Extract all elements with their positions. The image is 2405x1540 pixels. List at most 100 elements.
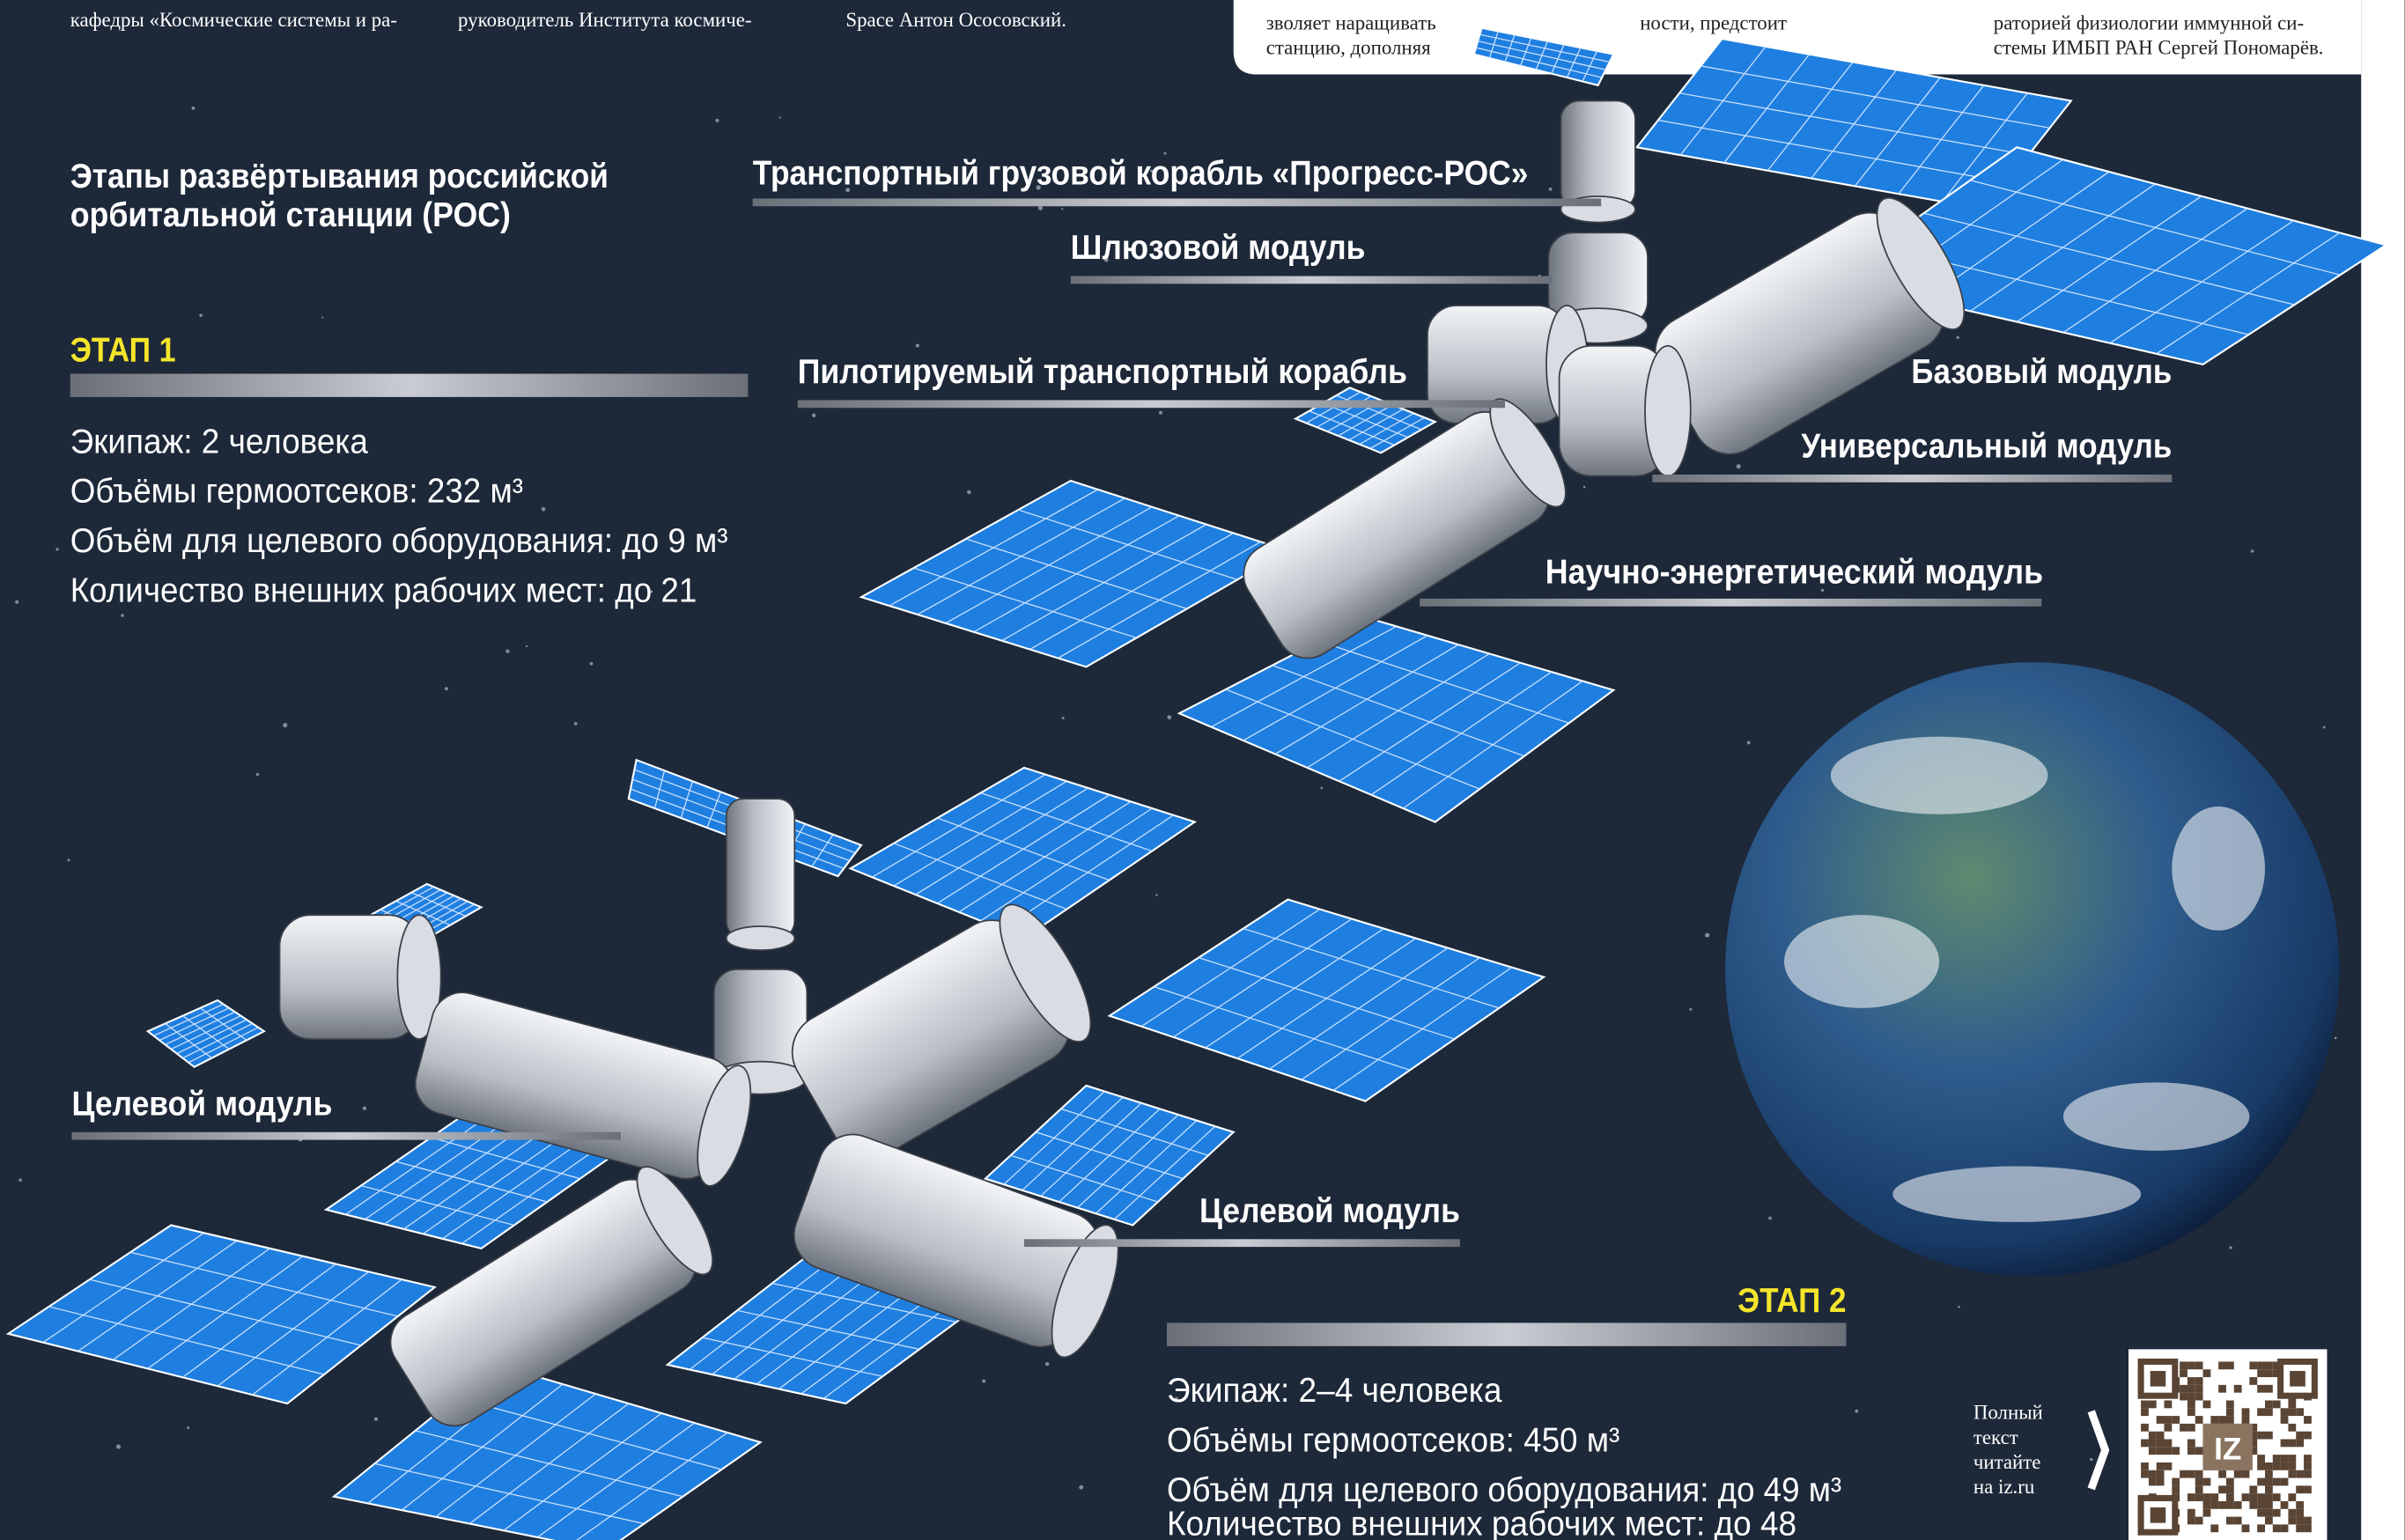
- qr-cell: [2157, 1447, 2165, 1455]
- qr-cell: [2281, 1501, 2289, 1509]
- qr-cell: [2187, 1509, 2195, 1517]
- module-label: Транспортный грузовой корабль «Прогресс-…: [753, 155, 1529, 193]
- header-fragment: Space Антон Ососовский.: [845, 9, 1066, 31]
- qr-finder: [2290, 1371, 2305, 1387]
- qr-cell: [2257, 1408, 2265, 1416]
- module-body: [1560, 100, 1635, 209]
- stage-heading: ЭТАП 2: [1737, 1282, 1846, 1320]
- qr-cell: [2149, 1447, 2157, 1455]
- header-fragment: кафедры «Космические системы и ра-: [70, 9, 397, 31]
- module: [280, 915, 441, 1039]
- qr-cell: [2226, 1501, 2234, 1509]
- qr-cell: [2281, 1408, 2289, 1416]
- qr-cell: [2242, 1524, 2250, 1532]
- qr-cell: [2257, 1478, 2265, 1486]
- qr-cell: [2172, 1478, 2180, 1486]
- qr-cell: [2141, 1400, 2149, 1408]
- qr-cell: [2218, 1416, 2226, 1424]
- qr-cell: [2273, 1455, 2281, 1463]
- qr-cell: [2249, 1493, 2257, 1501]
- qr-cell: [2180, 1369, 2187, 1377]
- qr-cell: [2195, 1517, 2203, 1525]
- label-bar: [1071, 276, 1552, 284]
- qr-cell: [2187, 1470, 2195, 1478]
- star: [15, 601, 18, 604]
- qr-cell: [2226, 1493, 2234, 1501]
- qr-cell: [2265, 1408, 2273, 1416]
- module-label: Целевой модуль: [71, 1085, 332, 1123]
- qr-cell: [2296, 1470, 2304, 1478]
- qr-cell: [2226, 1478, 2234, 1486]
- qr-cell: [2203, 1493, 2211, 1501]
- qr-cell: [2187, 1408, 2195, 1416]
- qr-cell: [2187, 1377, 2195, 1385]
- module-label: Пилотируемый транспортный корабль: [798, 353, 1407, 391]
- qr-cell: [2195, 1493, 2203, 1501]
- qr-cell: [2165, 1416, 2173, 1424]
- qr-cell: [2281, 1455, 2289, 1463]
- page: {"header_fragments": {"col1": "кафедры «…: [0, 0, 2405, 1540]
- star: [1079, 1485, 1083, 1490]
- qr-cell: [2273, 1400, 2281, 1408]
- label-bar: [1420, 599, 2041, 607]
- qr-cell: [2187, 1393, 2195, 1401]
- qr-cell: [2141, 1463, 2149, 1470]
- module-end: [1645, 346, 1691, 476]
- qr-cell: [2187, 1361, 2195, 1369]
- qr-cell: [2149, 1470, 2157, 1478]
- qr-cell: [2203, 1400, 2211, 1408]
- qr-cell: [2265, 1485, 2273, 1493]
- star: [542, 507, 546, 512]
- qr-cell: [2273, 1524, 2281, 1532]
- star: [715, 119, 719, 122]
- qr-cell: [2203, 1509, 2211, 1517]
- spec: Объём для целевого оборудования: до 49 м…: [1167, 1471, 1841, 1509]
- qr-cell: [2234, 1501, 2242, 1509]
- infographic: кафедры «Космические системы и ра- руков…: [0, 0, 2405, 1540]
- star: [121, 614, 124, 617]
- qr-cell: [2257, 1524, 2265, 1532]
- qr-cell: [2180, 1361, 2187, 1369]
- star: [363, 1107, 366, 1110]
- qr-cell: [2149, 1432, 2157, 1440]
- qr-cell: [2257, 1493, 2265, 1501]
- qr-cell: [2288, 1408, 2296, 1416]
- qr-cell: [2210, 1501, 2218, 1509]
- qr-cell: [2149, 1440, 2157, 1448]
- qr-cell: [2296, 1432, 2304, 1440]
- qr-cell: [2288, 1424, 2296, 1432]
- star: [67, 858, 70, 861]
- qr-cell: [2195, 1361, 2203, 1369]
- qr-cell: [2165, 1424, 2173, 1432]
- qr-cell: [2195, 1485, 2203, 1493]
- star: [1583, 486, 1586, 489]
- star: [1167, 715, 1171, 719]
- qr-cell: [2180, 1385, 2187, 1393]
- qr-cell: [2257, 1361, 2265, 1369]
- qr-cell: [2304, 1416, 2312, 1424]
- qr-cell: [2281, 1463, 2289, 1470]
- star: [18, 1178, 22, 1182]
- star: [1958, 1306, 1960, 1308]
- qr-cell: [2172, 1416, 2180, 1424]
- qr-cell: [2257, 1501, 2265, 1509]
- qr-cell: [2149, 1400, 2157, 1408]
- qr-cell: [2242, 1416, 2250, 1424]
- qr-cell: [2304, 1463, 2312, 1470]
- qr-cell: [2265, 1470, 2273, 1478]
- star: [1705, 932, 1709, 937]
- qr-cell: [2157, 1440, 2165, 1448]
- qr-cell: [2218, 1361, 2226, 1369]
- spec: Количество внешних рабочих мест: до 48: [1167, 1506, 1796, 1540]
- qr-cell: [2288, 1455, 2296, 1463]
- header-fragment: руководитель Института космиче-: [458, 9, 752, 31]
- qr-cell: [2265, 1385, 2273, 1393]
- star: [1320, 786, 1323, 789]
- qr-cell: [2257, 1455, 2265, 1463]
- qr-cell: [2141, 1440, 2149, 1448]
- read-more: Полный: [1973, 1402, 2043, 1424]
- qr-cell: [2273, 1463, 2281, 1470]
- star: [374, 1418, 378, 1421]
- qr-cell: [2210, 1493, 2218, 1501]
- star: [187, 1426, 189, 1429]
